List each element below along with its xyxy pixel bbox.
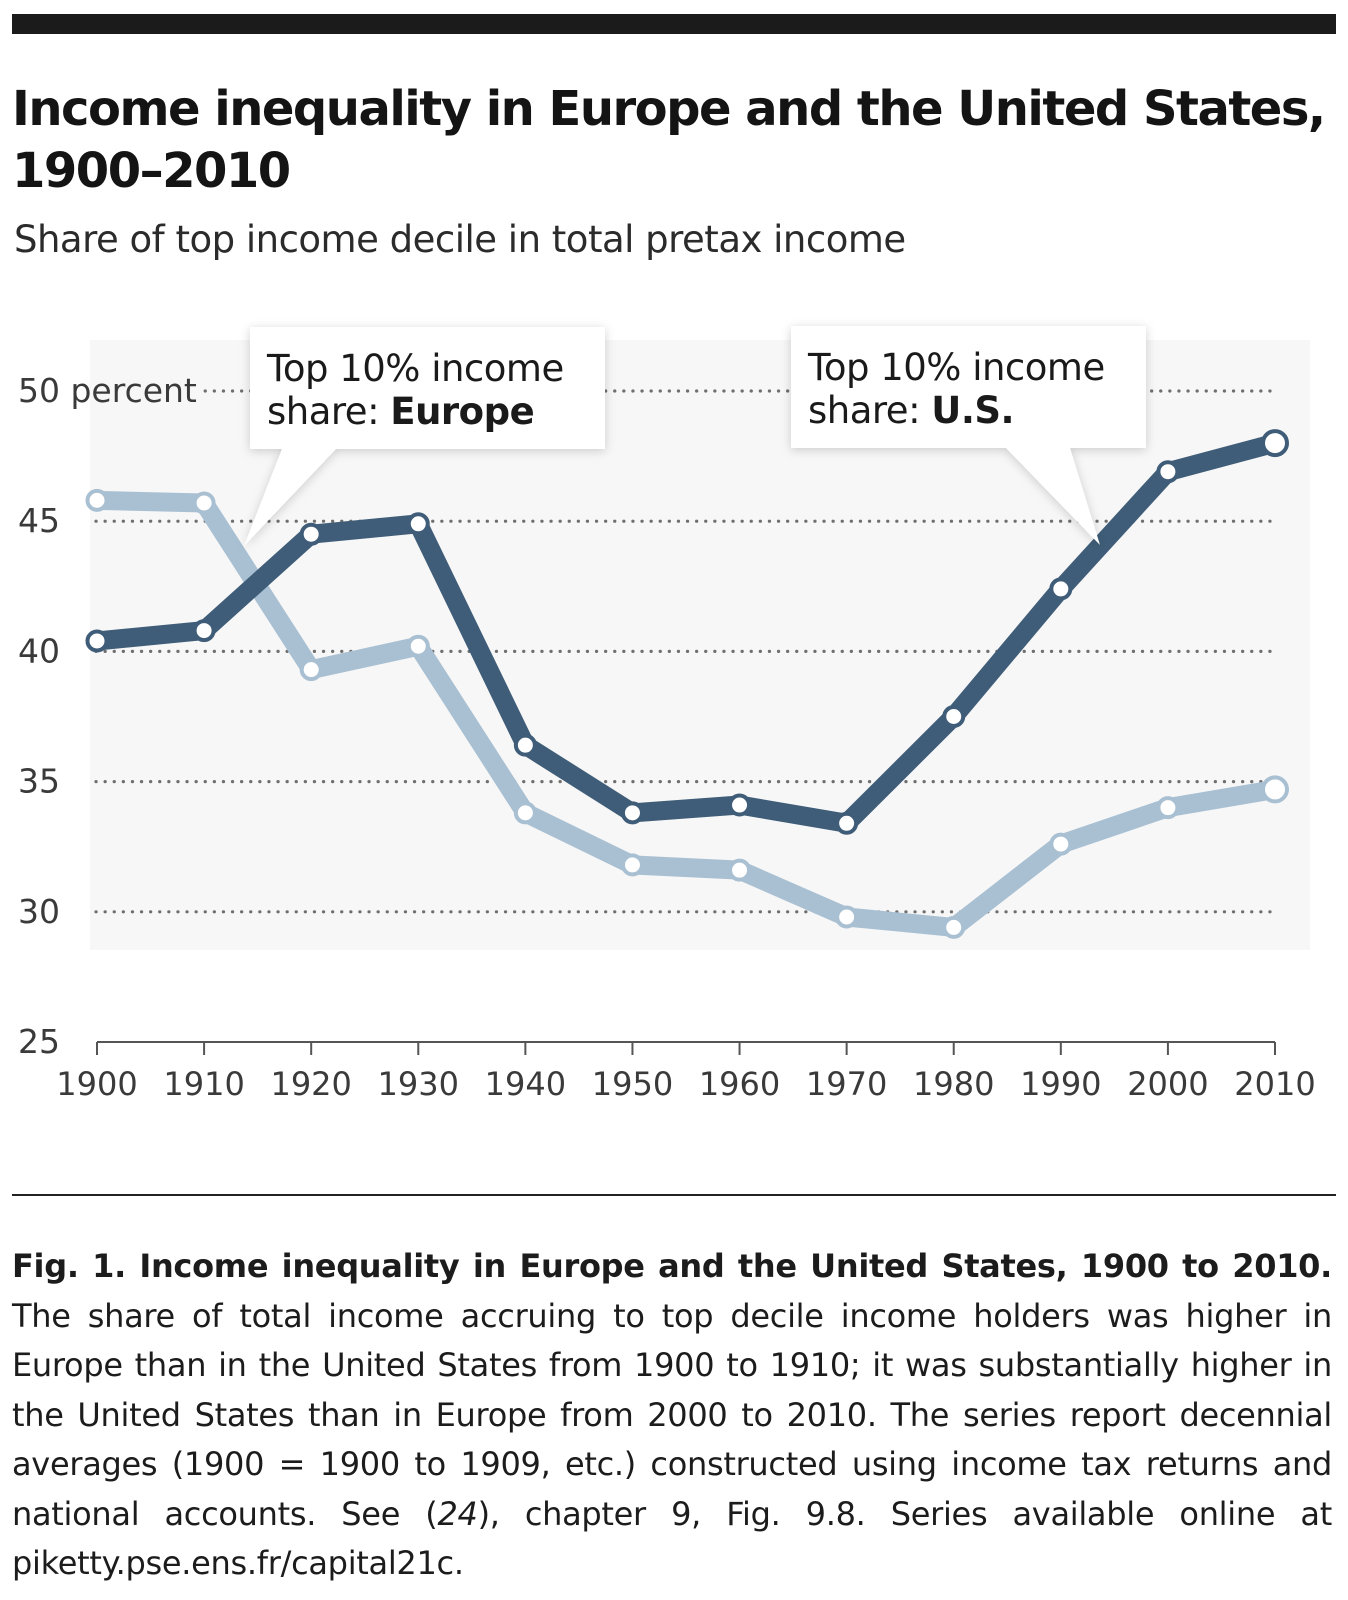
callout-label-line1-1: Top 10% income bbox=[807, 346, 1105, 389]
data-point-1-1990 bbox=[1049, 577, 1073, 601]
data-point-1-1950 bbox=[620, 801, 644, 825]
line-chart: 50 percent 45 40 35 30 25 1900 1910 1920 1930 1940… bbox=[18, 326, 1316, 1103]
top-rule bbox=[12, 14, 1336, 34]
callout-label-line2-1: share: U.S. bbox=[808, 389, 1014, 432]
series-lines bbox=[85, 429, 1289, 939]
data-point-0-1900 bbox=[85, 488, 109, 512]
x-tick-label-1950: 1950 bbox=[592, 1065, 673, 1103]
data-point-0-1990 bbox=[1049, 832, 1073, 856]
x-tick-label-1960: 1960 bbox=[699, 1065, 780, 1103]
series-line-1 bbox=[87, 433, 1285, 833]
y-tick-label-50: 50 percent bbox=[18, 371, 197, 410]
callout-label-mid-1: share: bbox=[808, 389, 931, 432]
x-tick-label-2010: 2010 bbox=[1234, 1065, 1315, 1103]
data-point-1-1940 bbox=[513, 733, 537, 757]
data-point-0-1920 bbox=[299, 658, 323, 682]
y-tick-label-30: 30 bbox=[18, 892, 60, 931]
data-point-0-2010 bbox=[1261, 775, 1289, 804]
data-point-0-1980 bbox=[942, 915, 966, 939]
callout-label-line2-0: share: Europe bbox=[267, 390, 534, 433]
data-point-1-1910 bbox=[192, 619, 216, 643]
y-tick-label-35: 35 bbox=[18, 762, 60, 801]
x-tick-label-1930: 1930 bbox=[378, 1065, 459, 1103]
data-point-1-1920 bbox=[299, 522, 323, 546]
data-point-1-1960 bbox=[728, 793, 752, 817]
data-point-0-1960 bbox=[728, 858, 752, 882]
figure-subtitle: Share of top income decile in total pret… bbox=[14, 218, 906, 261]
caption-divider bbox=[12, 1194, 1336, 1196]
data-point-0-2000 bbox=[1156, 796, 1180, 820]
callout-0 bbox=[244, 327, 605, 546]
data-point-0-1940 bbox=[513, 801, 537, 825]
x-tick-label-1900: 1900 bbox=[56, 1065, 137, 1103]
x-tick-label-1990: 1990 bbox=[1020, 1065, 1101, 1103]
x-tick-label-1920: 1920 bbox=[270, 1065, 351, 1103]
caption-body-1: The share of total income accruing to to… bbox=[12, 1296, 1332, 1533]
x-tick-label-1940: 1940 bbox=[485, 1065, 566, 1103]
data-point-1-1900 bbox=[85, 629, 109, 653]
caption-lead: Fig. 1. Income inequality in Europe and … bbox=[12, 1247, 1332, 1285]
label-gap bbox=[90, 383, 201, 399]
data-point-0-1950 bbox=[620, 853, 644, 877]
callout-label-line1-0: Top 10% income bbox=[266, 347, 564, 390]
x-tick-label-1980: 1980 bbox=[913, 1065, 994, 1103]
caption-ref: 24 bbox=[437, 1494, 478, 1533]
y-tick-label-25: 25 bbox=[18, 1022, 60, 1061]
data-point-1-2010 bbox=[1261, 429, 1289, 458]
data-point-1-1970 bbox=[835, 811, 859, 835]
series-0 bbox=[85, 488, 1289, 939]
callout-label-bold-1: U.S. bbox=[931, 389, 1014, 432]
series-1 bbox=[85, 429, 1289, 835]
axes: 50 percent 45 40 35 30 25 1900 1910 1920 1930 1940… bbox=[18, 371, 1316, 1103]
data-point-0-1910 bbox=[192, 491, 216, 515]
callout-1 bbox=[791, 326, 1146, 545]
callout-label-bold-0: Europe bbox=[390, 390, 534, 433]
series-line-0 bbox=[87, 490, 1285, 937]
callout-label-mid-0: share: bbox=[267, 390, 390, 433]
figure-caption: Fig. 1. Income inequality in Europe and … bbox=[12, 1242, 1332, 1589]
caption-body-2: ), chapter 9, Fig. 9.8. Series available… bbox=[12, 1494, 1332, 1583]
y-tick-label-40: 40 bbox=[18, 631, 60, 670]
data-point-0-1970 bbox=[835, 905, 859, 929]
y-tick-label-45: 45 bbox=[18, 501, 60, 540]
callout-box-0 bbox=[244, 327, 605, 546]
x-tick-label-1970: 1970 bbox=[806, 1065, 887, 1103]
data-point-1-1980 bbox=[942, 705, 966, 728]
x-tick-label-2000: 2000 bbox=[1127, 1065, 1208, 1103]
data-point-1-1930 bbox=[406, 512, 430, 536]
data-point-0-1930 bbox=[406, 634, 430, 658]
x-tick-label-1910: 1910 bbox=[163, 1065, 244, 1103]
callout-box-1 bbox=[791, 326, 1146, 545]
figure-title: Income inequality in Europe and the Unit… bbox=[12, 81, 1326, 199]
data-point-1-2000 bbox=[1156, 460, 1180, 484]
